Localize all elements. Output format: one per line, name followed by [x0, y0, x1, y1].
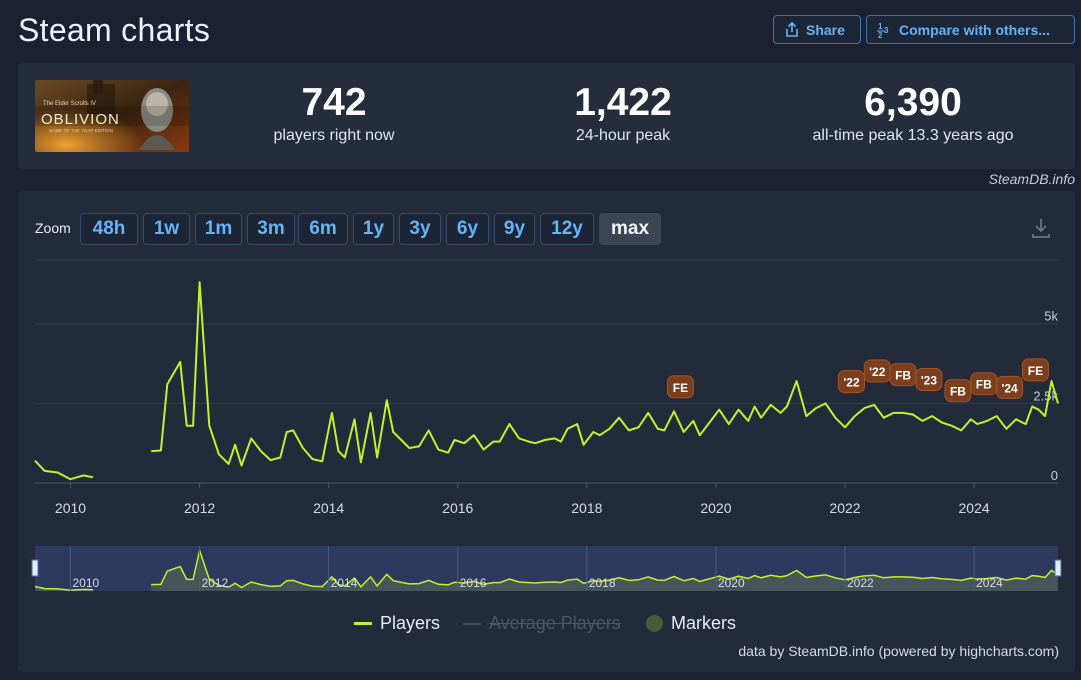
- navigator-tick-label: 2010: [72, 576, 99, 590]
- navigator-tick-label: 2014: [331, 576, 358, 590]
- share-button[interactable]: Share: [773, 15, 861, 44]
- event-marker-label: FE: [673, 381, 688, 395]
- legend-item-players[interactable]: Players: [354, 613, 440, 634]
- navigator-line: [151, 547, 1059, 589]
- event-marker: FE: [666, 375, 694, 399]
- zoom-label: Zoom: [35, 220, 71, 236]
- event-marker-label: FB: [895, 369, 911, 383]
- zoom-button-6y[interactable]: 6y: [446, 213, 489, 245]
- current-players-label: players right now: [273, 127, 395, 144]
- x-tick-label: 2020: [700, 500, 731, 516]
- zoom-button-9y[interactable]: 9y: [494, 213, 535, 245]
- svg-text:3: 3: [884, 26, 889, 35]
- alltime-peak-label: all-time peak 13.3 years ago: [812, 127, 1014, 144]
- event-marker-label: FB: [976, 378, 992, 392]
- compare-label: Compare with others...: [899, 21, 1050, 38]
- event-marker-label: '22: [869, 365, 886, 379]
- event-marker-flag: [915, 367, 943, 391]
- zoom-button-3y[interactable]: 3y: [399, 213, 441, 245]
- zoom-button-48h[interactable]: 48h: [80, 213, 138, 245]
- compare-icon: 1 3 2: [877, 22, 889, 39]
- page-title: Steam charts: [18, 12, 211, 48]
- x-tick-label: 2018: [571, 500, 602, 516]
- legend-item-average-players[interactable]: Average Players: [463, 613, 621, 634]
- legend-markers-label: Markers: [671, 613, 737, 633]
- average-legend-swatch: [463, 622, 481, 625]
- event-marker: '23: [915, 367, 943, 391]
- event-marker-flag: [837, 370, 865, 394]
- svg-text:1: 1: [878, 22, 883, 31]
- event-marker-label: FB: [950, 385, 966, 399]
- players-series-line: [151, 281, 1059, 467]
- game-logo-subtitle: GAME OF THE YEAR EDITION: [49, 128, 113, 133]
- event-marker: FB: [944, 379, 972, 403]
- event-marker-flag: [996, 375, 1024, 399]
- navigator-handle-left: [31, 559, 39, 577]
- y-tick-label: 2.5k: [1033, 388, 1058, 403]
- event-marker: FB: [970, 372, 998, 396]
- legend-item-markers[interactable]: Markers: [646, 613, 736, 634]
- y-tick-label: 0: [1051, 468, 1058, 483]
- event-marker: '24: [996, 375, 1024, 399]
- event-marker-label: '23: [921, 373, 938, 387]
- navigator-tick-label: 2022: [847, 576, 874, 590]
- event-marker: FE: [1021, 358, 1049, 382]
- players-legend-swatch: [354, 622, 372, 625]
- share-label: Share: [806, 21, 845, 38]
- event-marker-flag: [666, 375, 694, 399]
- powered-by-credit[interactable]: data by SteamDB.info (powered by highcha…: [738, 643, 1059, 659]
- peak-24h-label: 24-hour peak: [575, 127, 671, 144]
- zoom-button-1w[interactable]: 1w: [143, 213, 190, 245]
- event-marker-label: '24: [1001, 381, 1018, 395]
- download-icon[interactable]: [1030, 217, 1052, 244]
- players-chart[interactable]: 0 2.5k 5k 2010 2012 2014 2016 2018 2020 2022 2024…: [18, 191, 1075, 672]
- navigator-line: [34, 585, 94, 591]
- navigator-tick-label: 2016: [460, 576, 487, 590]
- game-logo-topline: The Elder Scrolls IV: [43, 101, 96, 107]
- x-tick-label: 2014: [313, 500, 344, 516]
- navigator-handle-right: [1054, 559, 1062, 577]
- current-players-value: 742: [301, 81, 367, 124]
- x-tick-label: 2024: [959, 500, 990, 516]
- navigator-tick-label: 2012: [202, 576, 229, 590]
- chart-panel: Zoom 48h 1w 1m 3m 6m 1y 3y 6y 9y 12y max 0 2.5k 5k 2…: [18, 191, 1075, 672]
- game-header-image[interactable]: The Elder Scrolls IV OBLIVION GAME OF TH…: [35, 80, 189, 152]
- peak-24h-value: 1,422: [574, 81, 672, 124]
- stats-panel: The Elder Scrolls IV OBLIVION GAME OF TH…: [18, 63, 1075, 169]
- event-marker: '22: [837, 370, 865, 394]
- navigator-tick-label: 2024: [976, 576, 1003, 590]
- zoom-button-1y[interactable]: 1y: [353, 213, 394, 245]
- legend-players-label: Players: [380, 613, 441, 633]
- legend-average-label: Average Players: [489, 613, 621, 633]
- x-tick-label: 2016: [442, 500, 473, 516]
- zoom-button-6m[interactable]: 6m: [298, 213, 348, 245]
- zoom-button-max[interactable]: max: [599, 213, 661, 245]
- navigator-area: [151, 550, 1058, 591]
- x-tick-label: 2022: [829, 500, 860, 516]
- share-icon: [786, 21, 798, 37]
- markers-legend-dot: [646, 615, 663, 632]
- event-marker-label: FE: [1028, 364, 1043, 378]
- event-marker: '22: [863, 359, 891, 383]
- event-marker-flag: [1021, 358, 1049, 382]
- alltime-peak-value: 6,390: [864, 81, 962, 124]
- x-tick-label: 2012: [184, 500, 215, 516]
- steamdb-credit[interactable]: SteamDB.info: [988, 171, 1075, 187]
- compare-button[interactable]: 1 3 2 Compare with others...: [866, 15, 1075, 44]
- zoom-button-12y[interactable]: 12y: [540, 213, 594, 245]
- current-players-stat: 742 players right now: [249, 81, 419, 145]
- zoom-button-1m[interactable]: 1m: [195, 213, 242, 245]
- x-tick-label: 2010: [55, 500, 86, 516]
- game-logo-title: OBLIVION: [41, 111, 120, 128]
- svg-text:2: 2: [878, 31, 883, 39]
- zoom-button-3m[interactable]: 3m: [247, 213, 295, 245]
- event-marker: FB: [889, 363, 917, 387]
- navigator-tick-label: 2020: [718, 576, 745, 590]
- players-series-line: [34, 460, 94, 481]
- alltime-peak-stat: 6,390 all-time peak 13.3 years ago: [778, 81, 1048, 145]
- peak-24h-stat: 1,422 24-hour peak: [538, 81, 708, 145]
- navigator-tick-label: 2018: [589, 576, 616, 590]
- y-tick-label: 5k: [1044, 309, 1058, 324]
- event-marker-label: '22: [843, 376, 860, 390]
